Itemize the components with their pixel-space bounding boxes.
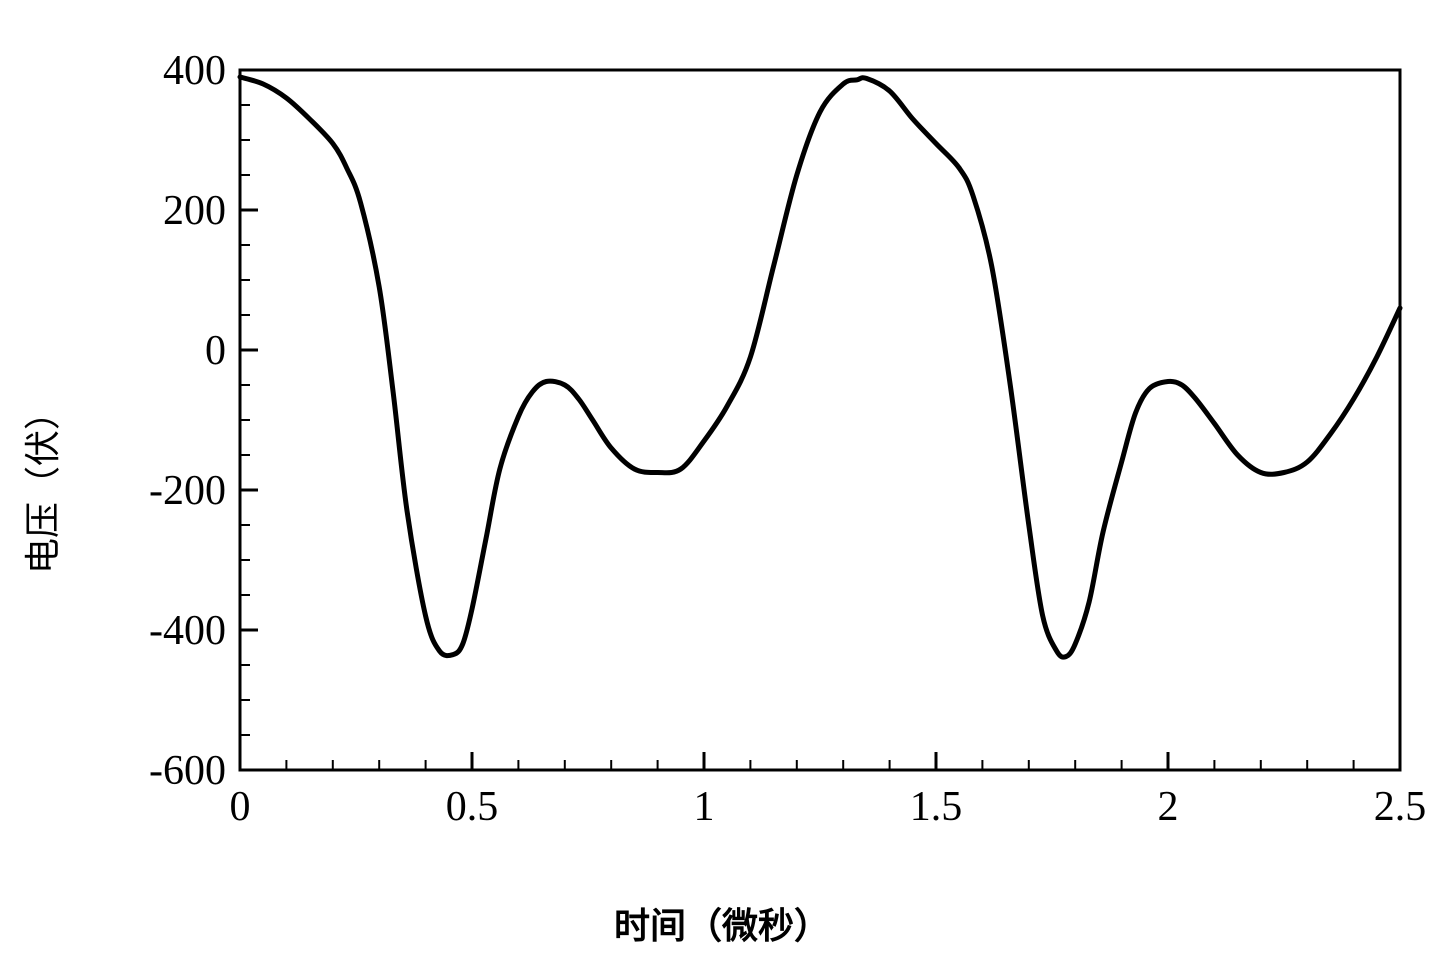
x-axis-label: 时间（微秒） (0, 897, 1444, 949)
y-tick-label: 0 (205, 328, 226, 374)
line-chart: 0 0.5 1 1.5 2 2.5 -600 -400 -200 0 200 400 (0, 0, 1444, 967)
y-tick-label: -400 (149, 608, 226, 654)
plot-frame (240, 70, 1400, 770)
x-tick-label: 2 (1158, 784, 1179, 830)
y-tick-label: 200 (163, 188, 226, 234)
x-tick-label: 1 (694, 784, 715, 830)
x-tick-label: 2.5 (1374, 784, 1427, 830)
x-tick-label: 0 (230, 784, 251, 830)
y-tick-label: 400 (163, 48, 226, 94)
x-tick-label: 1.5 (910, 784, 963, 830)
chart-container: { "chart": { "type": "line", "background… (0, 0, 1444, 967)
y-tick-label: -200 (149, 468, 226, 514)
voltage-trace (240, 77, 1400, 657)
y-axis-label: 电压（伏） (14, 393, 66, 573)
y-tick-label: -600 (149, 748, 226, 794)
x-tick-label: 0.5 (446, 784, 499, 830)
